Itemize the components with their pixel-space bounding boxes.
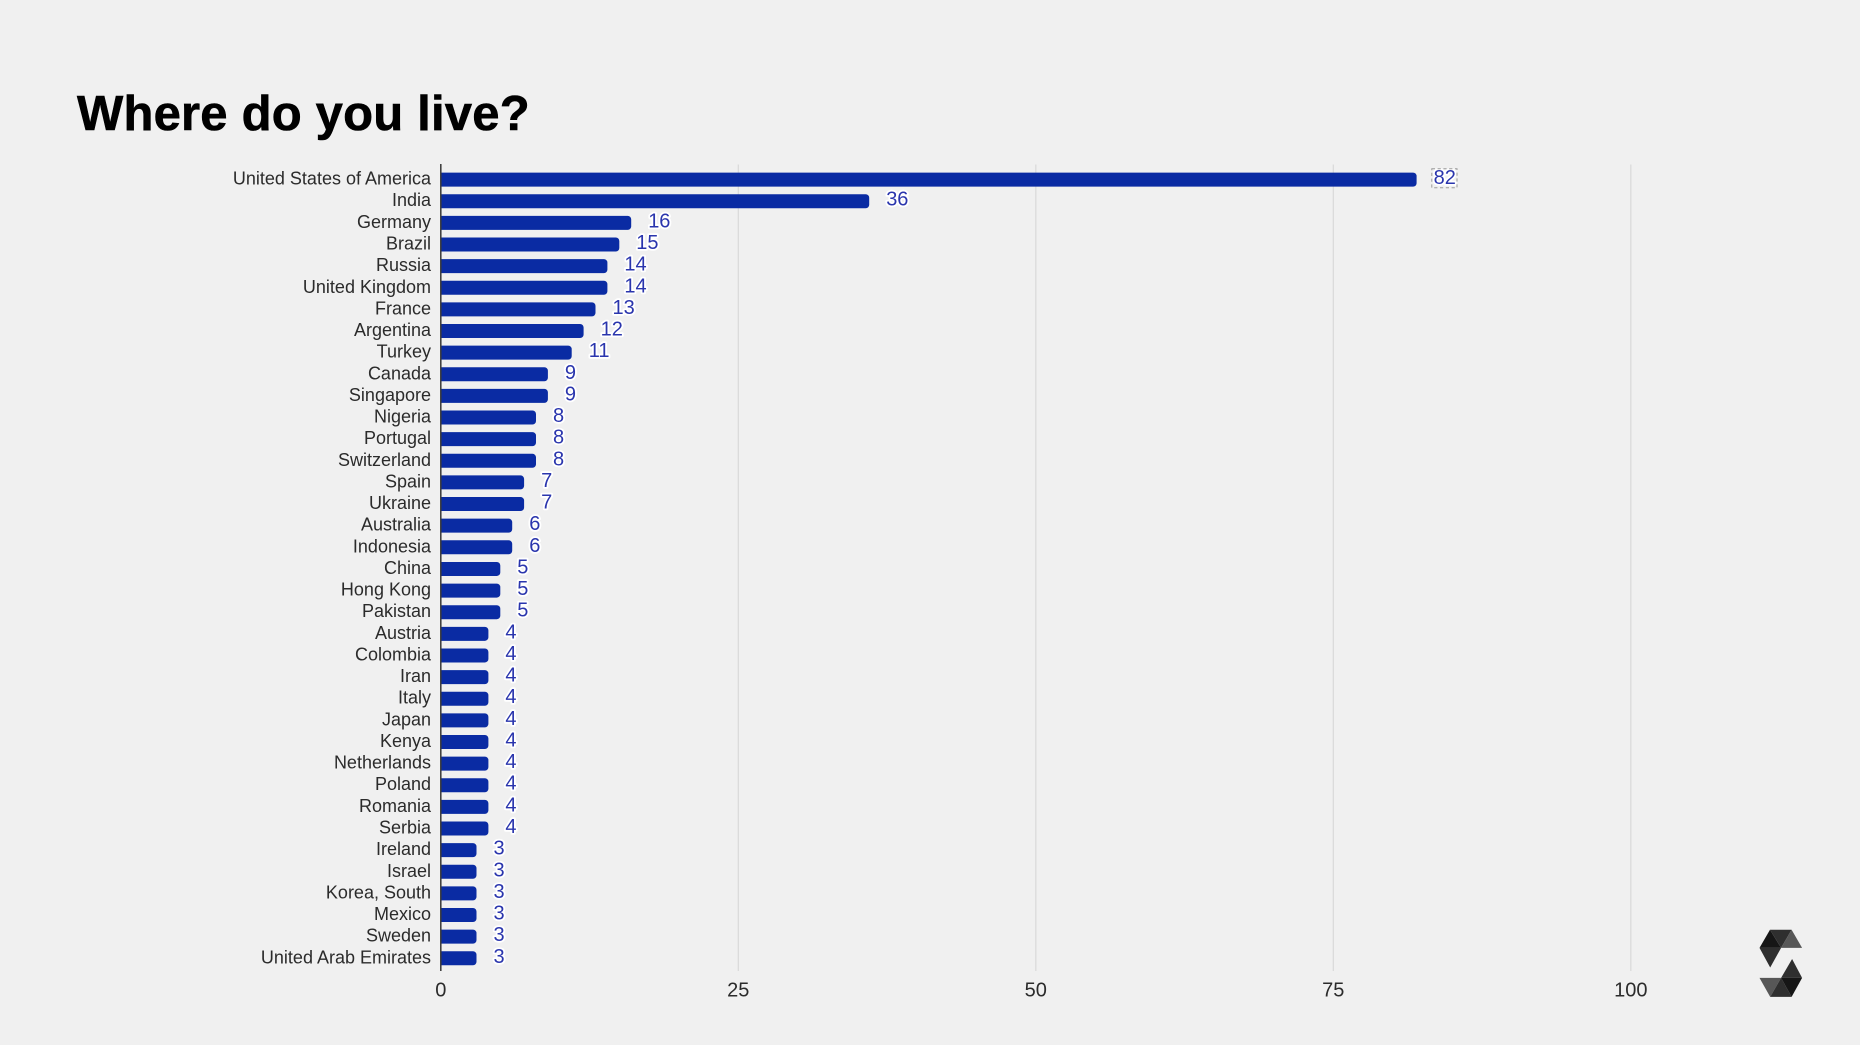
svg-text:15: 15 xyxy=(636,232,658,254)
svg-text:Italy: Italy xyxy=(398,688,431,708)
svg-text:16: 16 xyxy=(648,210,670,232)
svg-text:4: 4 xyxy=(505,816,516,838)
svg-text:4: 4 xyxy=(505,621,516,643)
svg-text:9: 9 xyxy=(565,383,576,405)
svg-text:Ireland: Ireland xyxy=(376,839,431,859)
svg-text:United States of America: United States of America xyxy=(233,169,432,189)
svg-text:India: India xyxy=(392,190,432,210)
svg-text:Turkey: Turkey xyxy=(377,342,431,362)
svg-text:8: 8 xyxy=(553,427,564,449)
svg-text:5: 5 xyxy=(517,600,528,622)
svg-text:Brazil: Brazil xyxy=(386,233,431,253)
svg-text:3: 3 xyxy=(494,946,505,968)
svg-text:Mexico: Mexico xyxy=(374,904,431,924)
svg-text:8: 8 xyxy=(553,405,564,427)
svg-text:3: 3 xyxy=(494,859,505,881)
svg-text:82: 82 xyxy=(1434,167,1456,189)
svg-text:13: 13 xyxy=(613,297,635,319)
svg-text:4: 4 xyxy=(505,643,516,665)
svg-text:United Arab Emirates: United Arab Emirates xyxy=(261,947,431,967)
svg-text:25: 25 xyxy=(727,980,749,1002)
svg-text:14: 14 xyxy=(624,275,646,297)
svg-text:8: 8 xyxy=(553,448,564,470)
svg-text:Israel: Israel xyxy=(387,861,431,881)
svg-text:Canada: Canada xyxy=(368,363,432,383)
svg-text:9: 9 xyxy=(565,362,576,384)
svg-text:Japan: Japan xyxy=(382,709,431,729)
svg-text:Romania: Romania xyxy=(359,796,432,816)
svg-text:Pakistan: Pakistan xyxy=(362,601,431,621)
svg-text:3: 3 xyxy=(494,924,505,946)
svg-text:Nigeria: Nigeria xyxy=(374,407,432,427)
svg-text:Colombia: Colombia xyxy=(355,644,432,664)
svg-text:36: 36 xyxy=(886,189,908,211)
svg-text:3: 3 xyxy=(494,881,505,903)
svg-text:4: 4 xyxy=(505,794,516,816)
svg-text:7: 7 xyxy=(541,492,552,514)
svg-text:0: 0 xyxy=(435,980,446,1002)
svg-text:4: 4 xyxy=(505,751,516,773)
svg-text:12: 12 xyxy=(601,319,623,341)
svg-text:5: 5 xyxy=(517,578,528,600)
svg-text:Switzerland: Switzerland xyxy=(338,450,431,470)
svg-text:Netherlands: Netherlands xyxy=(334,753,431,773)
svg-text:Sweden: Sweden xyxy=(366,926,431,946)
svg-text:11: 11 xyxy=(589,340,610,362)
svg-text:6: 6 xyxy=(529,535,540,557)
svg-text:United Kingdom: United Kingdom xyxy=(303,277,431,297)
svg-text:75: 75 xyxy=(1322,980,1344,1002)
svg-text:China: China xyxy=(384,558,432,578)
svg-text:4: 4 xyxy=(505,773,516,795)
svg-text:Spain: Spain xyxy=(385,471,431,491)
svg-text:France: France xyxy=(375,298,431,318)
svg-text:3: 3 xyxy=(494,903,505,925)
svg-text:Argentina: Argentina xyxy=(354,320,432,340)
svg-text:Iran: Iran xyxy=(400,666,431,686)
svg-text:7: 7 xyxy=(541,470,552,492)
svg-text:100: 100 xyxy=(1614,980,1647,1002)
svg-text:3: 3 xyxy=(494,838,505,860)
svg-text:4: 4 xyxy=(505,708,516,730)
svg-text:Indonesia: Indonesia xyxy=(353,536,432,556)
svg-text:Russia: Russia xyxy=(376,255,432,275)
svg-text:Poland: Poland xyxy=(375,774,431,794)
svg-text:Hong Kong: Hong Kong xyxy=(341,580,431,600)
svg-text:Serbia: Serbia xyxy=(379,818,432,838)
svg-text:4: 4 xyxy=(505,686,516,708)
svg-text:Singapore: Singapore xyxy=(349,385,431,405)
svg-text:Germany: Germany xyxy=(357,212,431,232)
svg-text:Portugal: Portugal xyxy=(364,428,431,448)
svg-text:6: 6 xyxy=(529,513,540,535)
svg-text:4: 4 xyxy=(505,665,516,687)
svg-text:4: 4 xyxy=(505,729,516,751)
svg-text:Austria: Austria xyxy=(375,623,432,643)
svg-text:Korea, South: Korea, South xyxy=(326,882,431,902)
svg-text:Ukraine: Ukraine xyxy=(369,493,431,513)
svg-text:50: 50 xyxy=(1025,980,1047,1002)
svg-text:14: 14 xyxy=(624,254,646,276)
svg-text:Australia: Australia xyxy=(361,515,432,535)
svg-text:5: 5 xyxy=(517,556,528,578)
svg-text:Kenya: Kenya xyxy=(380,731,432,751)
